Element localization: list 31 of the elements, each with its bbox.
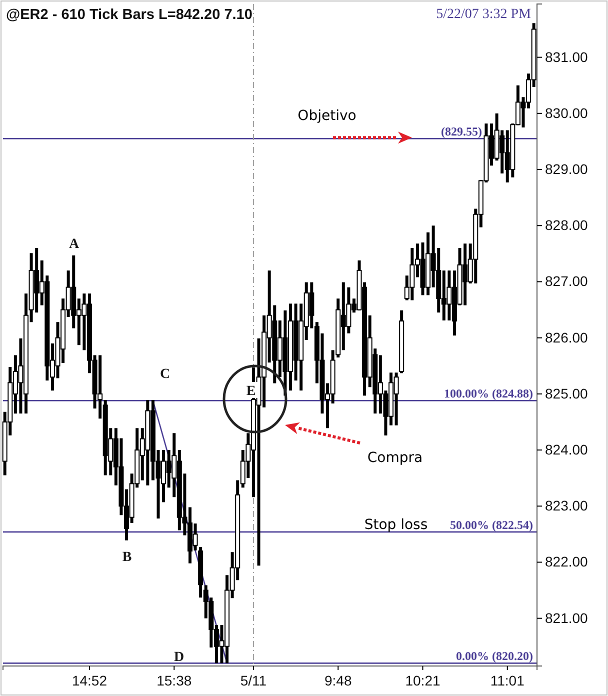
annotation: B (122, 550, 132, 565)
y-tick-label: 829.00 (545, 160, 588, 177)
y-tick-label: 823.00 (545, 498, 588, 514)
annotation: E (246, 384, 256, 399)
annotation: Stop loss (364, 516, 428, 533)
y-tick-label: 826.00 (545, 329, 588, 346)
ref-line-label: 0.00% (820.20) (456, 649, 533, 664)
y-tick-label: 824.00 (545, 441, 588, 458)
x-tick-label: 14:52 (72, 672, 108, 689)
y-tick-label: 831.00 (545, 48, 588, 65)
x-tick-label: 15:38 (156, 672, 192, 689)
annotation: Objetivo (298, 108, 356, 124)
y-tick-label: 822.00 (545, 554, 588, 570)
x-tick-label: 11:01 (490, 672, 525, 689)
annotation: A (68, 236, 80, 252)
x-tick-label: 10:21 (405, 672, 440, 689)
ref-line-label: 100.00% (824.88) (444, 386, 533, 401)
ref-line-label: 50.00% (822.54) (450, 518, 533, 532)
ref-line-label: (829.55) (441, 124, 482, 139)
y-tick-label: 821.00 (545, 610, 588, 626)
chart-title: @ER2 - 610 Tick Bars L=842.20 7.10 (6, 7, 252, 23)
chart-subtitle: 5/22/07 3:32 PM (436, 7, 532, 22)
y-tick-label: 828.00 (545, 217, 588, 234)
annotation: D (174, 650, 184, 665)
annotation: C (160, 366, 170, 382)
x-tick-label: 5/11 (240, 672, 267, 689)
x-tick-label: 9:48 (324, 672, 352, 689)
y-tick-label: 825.00 (545, 385, 588, 402)
annotation: Compra (367, 450, 423, 466)
y-tick-label: 830.00 (545, 104, 588, 121)
y-tick-label: 827.00 (545, 273, 588, 290)
